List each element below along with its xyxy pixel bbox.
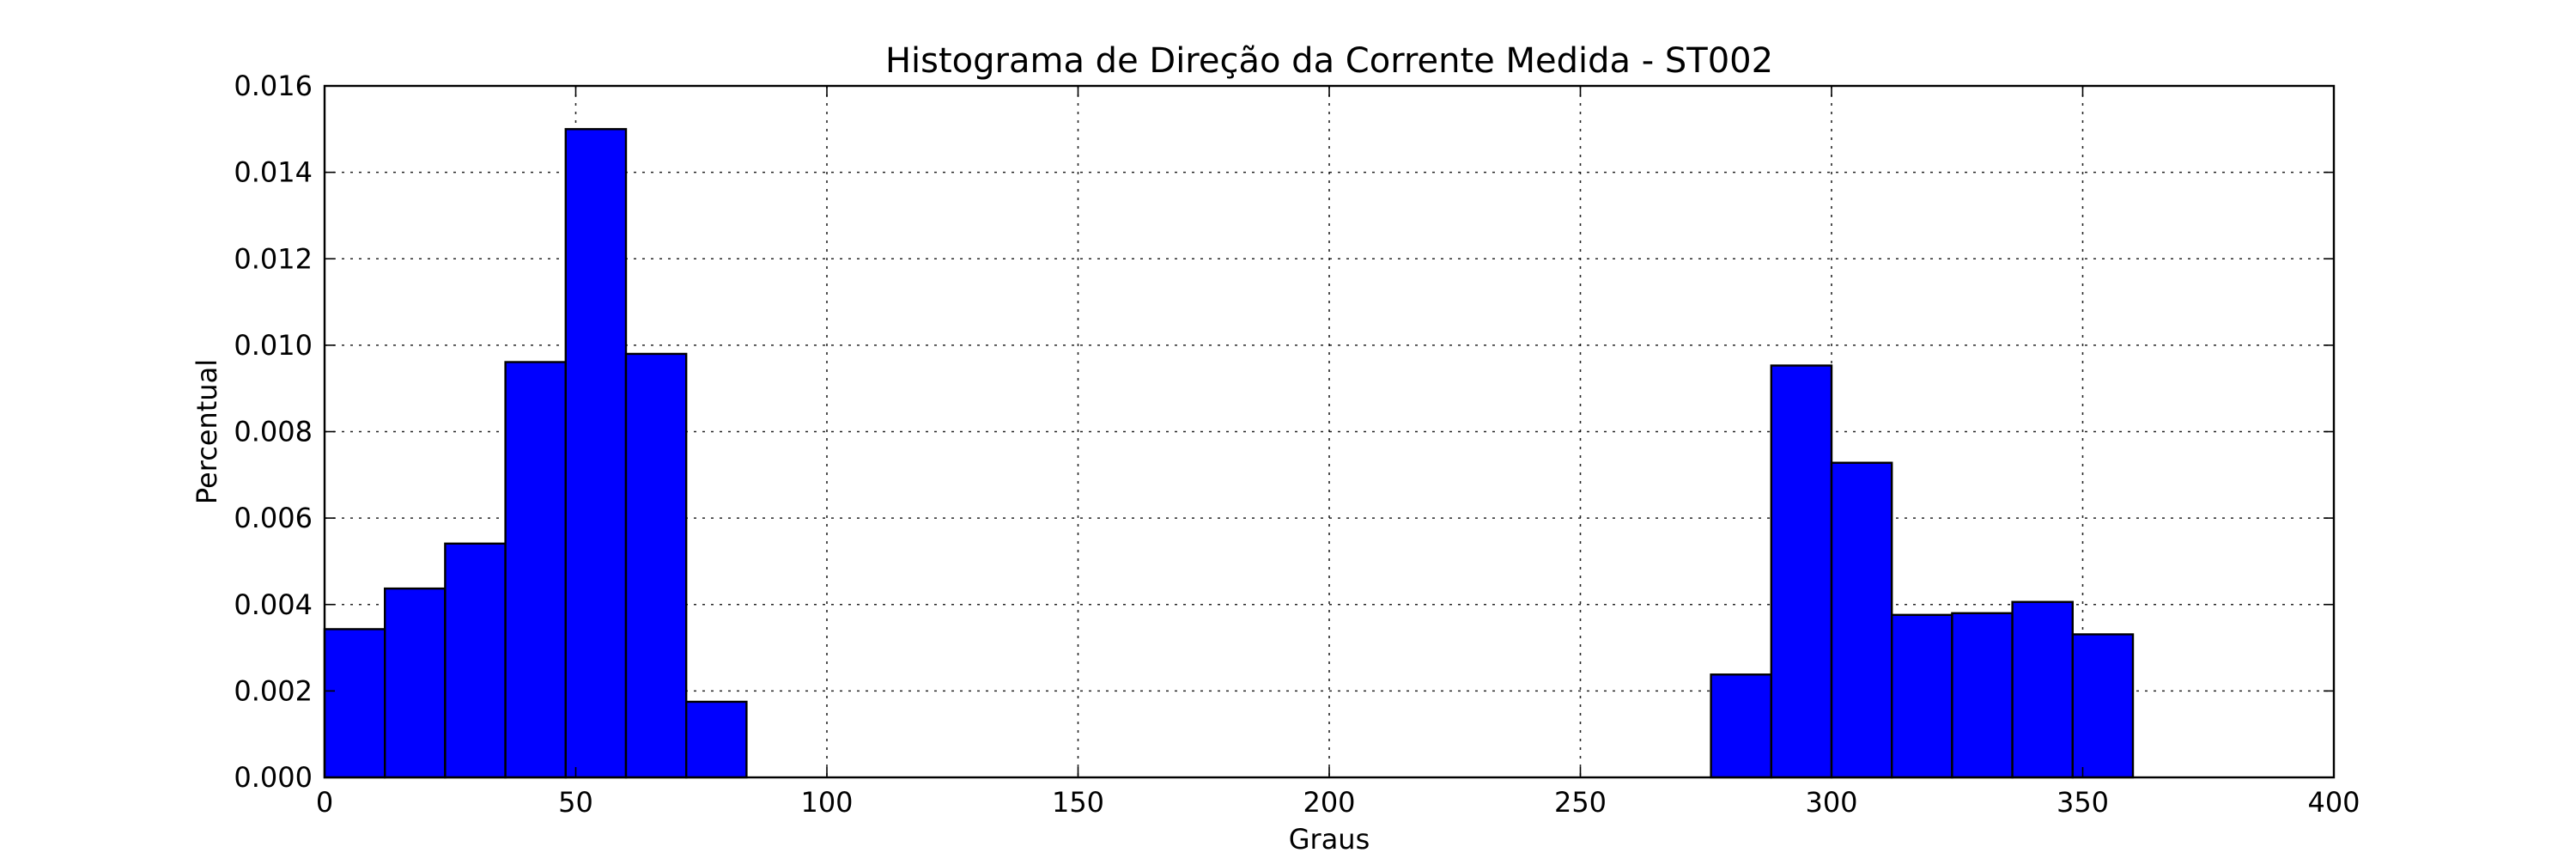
x-axis-title: Graus: [1289, 823, 1370, 856]
histogram-bar: [564, 128, 628, 779]
histogram-bar: [504, 361, 567, 779]
histogram-bar: [444, 542, 507, 779]
x-tick-label: 50: [558, 786, 593, 819]
histogram-bar: [685, 700, 748, 779]
x-tick-label: 300: [1805, 786, 1857, 819]
histogram-bar: [384, 587, 447, 779]
x-tick-label: 400: [2307, 786, 2360, 819]
histogram-bar: [1770, 364, 1833, 779]
y-tick-label: 0.012: [234, 242, 313, 275]
y-tick-label: 0.006: [234, 502, 313, 534]
x-tick-label: 200: [1303, 786, 1355, 819]
y-tick-label: 0.008: [234, 416, 313, 448]
histogram-bar: [1830, 461, 1893, 779]
histogram-bar: [1710, 673, 1772, 779]
chart-title: Histograma de Direção da Corrente Medida…: [885, 41, 1773, 81]
histogram-bar: [323, 628, 386, 779]
histogram-bar: [2011, 600, 2075, 779]
x-tick-label: 0: [316, 786, 333, 819]
x-tick-label: 150: [1052, 786, 1104, 819]
y-tick-label: 0.000: [234, 761, 313, 794]
x-tick-label: 350: [2057, 786, 2109, 819]
histogram-bar: [1951, 612, 2014, 779]
y-axis-title: Percentual: [191, 359, 223, 504]
ticks-layer: 0 50 100 150 200 250 300 350 400 0.000 0.002 0.004 0…: [234, 70, 2360, 819]
x-tick-label: 250: [1554, 786, 1607, 819]
y-tick-label: 0.016: [234, 70, 313, 102]
histogram-bar: [1890, 613, 1953, 779]
bars-layer: [323, 128, 2135, 779]
histogram-bar: [2071, 633, 2135, 779]
y-tick-label: 0.004: [234, 588, 313, 621]
y-tick-label: 0.002: [234, 674, 313, 707]
y-tick-label: 0.010: [234, 329, 313, 362]
histogram-bar: [624, 352, 688, 779]
y-tick-label: 0.014: [234, 156, 313, 189]
x-tick-label: 100: [800, 786, 853, 819]
